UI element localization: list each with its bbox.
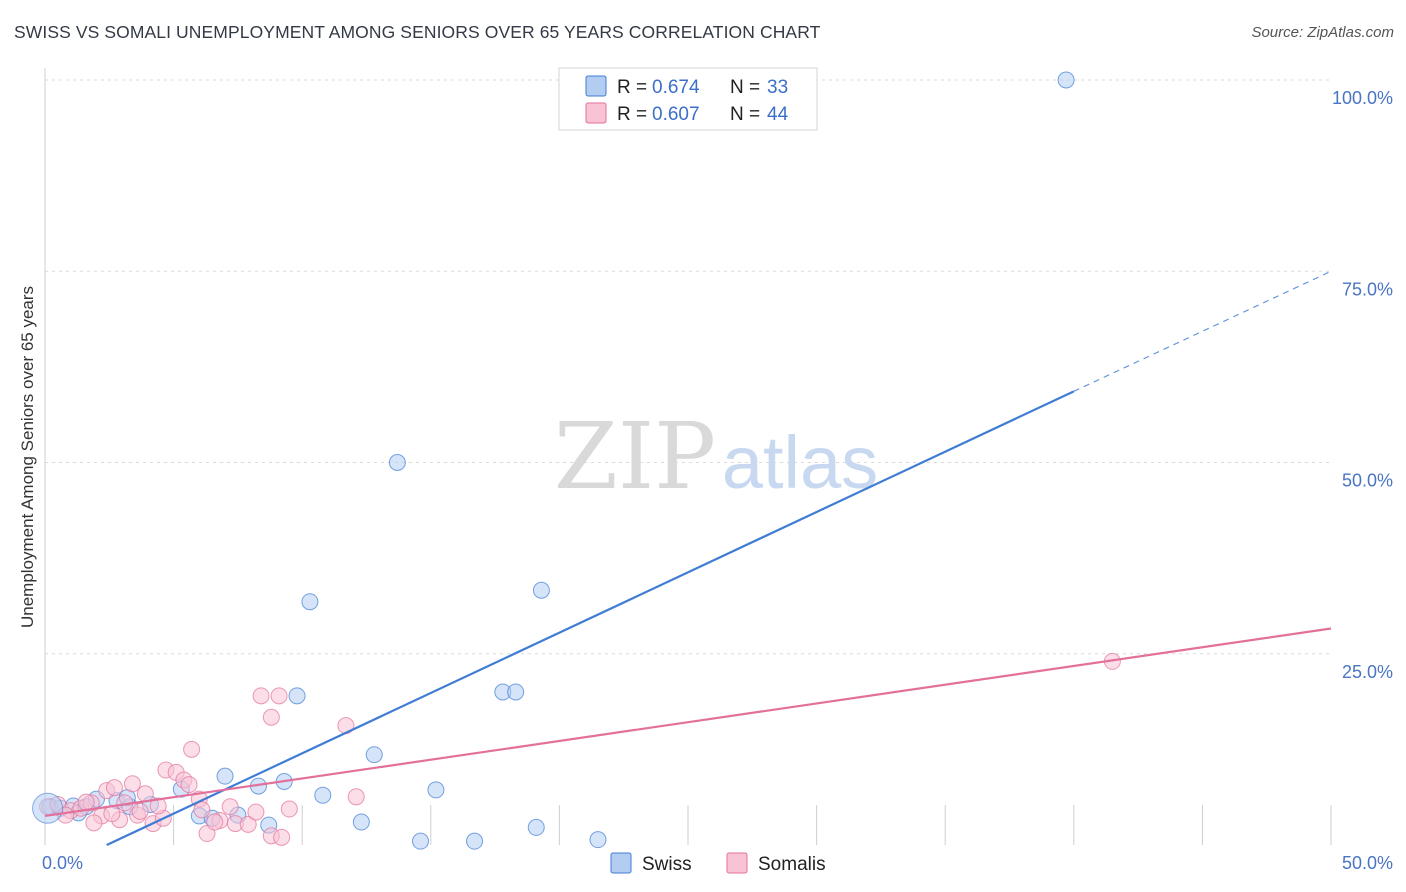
grid [45, 79, 1331, 655]
y-tick-label: 25.0% [1342, 662, 1393, 682]
watermark: ZIP atlas [554, 403, 878, 510]
point-swiss [301, 593, 319, 611]
point-somalis [193, 801, 211, 819]
legend-n-value-swiss: 33 [767, 77, 788, 98]
point-swiss [466, 832, 484, 850]
legend-r-value-somalis: 0.607 [652, 104, 700, 125]
bottom-legend: Swiss Somalis [610, 852, 826, 875]
point-somalis [247, 803, 265, 821]
point-swiss [365, 746, 383, 764]
legend-r-value-swiss: 0.674 [652, 77, 700, 98]
legend-n-label-somalis: N = [730, 104, 760, 125]
x-tick-label: 0.0% [42, 853, 83, 873]
point-swiss [507, 683, 525, 701]
x-tick-label: 50.0% [1342, 853, 1393, 873]
point-somalis [183, 740, 201, 758]
legend-swatch-somalis [585, 102, 607, 124]
tick-labels: 25.0% 50.0% 75.0% 100.0% 0.0% 50.0% [42, 88, 1393, 873]
point-swiss [427, 781, 445, 799]
bottom-legend-label-swiss: Swiss [642, 854, 692, 875]
legend-r-label-swiss: R = [617, 77, 647, 98]
point-swiss [288, 687, 306, 705]
point-swiss [352, 813, 370, 831]
legend-r-label-somalis: R = [617, 104, 647, 125]
y-tick-label: 75.0% [1342, 279, 1393, 299]
point-swiss [314, 786, 332, 804]
watermark-zip: ZIP [554, 403, 716, 510]
point-somalis [347, 788, 365, 806]
point-swiss [1057, 71, 1075, 89]
bottom-legend-label-somalis: Somalis [758, 854, 826, 875]
point-swiss-cluster [32, 792, 64, 824]
trend-lines [44, 270, 1332, 846]
point-somalis [149, 797, 167, 815]
point-somalis [77, 793, 95, 811]
point-somalis [252, 687, 270, 705]
axes [44, 68, 1332, 845]
point-somalis [105, 779, 123, 797]
y-axis-title: Unemployment Among Seniors over 65 years [18, 286, 37, 628]
trendline-swiss-extension [1073, 270, 1332, 392]
point-somalis [273, 828, 291, 846]
point-somalis [131, 802, 149, 820]
bottom-legend-swatch-somalis [726, 852, 748, 874]
point-somalis [85, 814, 103, 832]
point-somalis [180, 776, 198, 794]
watermark-atlas: atlas [722, 421, 878, 504]
legend: R = 0.674 N = 33 R = 0.607 N = 44 [558, 67, 818, 131]
legend-swatch-swiss [585, 75, 607, 97]
point-swiss [412, 832, 430, 850]
trendline-somalis [44, 627, 1332, 818]
source-label: Source: ZipAtlas.com [1251, 24, 1394, 41]
trendline-swiss [106, 390, 1075, 846]
point-somalis [262, 708, 280, 726]
point-swiss [532, 581, 550, 599]
y-tick-label: 50.0% [1342, 471, 1393, 491]
point-swiss [388, 454, 406, 471]
legend-n-value-somalis: 44 [767, 104, 789, 125]
point-somalis [280, 800, 298, 818]
point-somalis [221, 798, 239, 816]
point-somalis [123, 775, 141, 793]
chart-title: SWISS VS SOMALI UNEMPLOYMENT AMONG SENIO… [14, 22, 821, 42]
point-somalis [206, 813, 224, 831]
bottom-legend-swatch-swiss [610, 852, 632, 874]
data-points [32, 71, 1121, 850]
y-tick-label: 100.0% [1332, 88, 1393, 108]
point-swiss [589, 831, 607, 849]
point-somalis [270, 687, 288, 705]
point-somalis [239, 815, 257, 833]
point-swiss [527, 818, 545, 836]
legend-n-label-swiss: N = [730, 77, 760, 98]
point-swiss [216, 767, 234, 785]
